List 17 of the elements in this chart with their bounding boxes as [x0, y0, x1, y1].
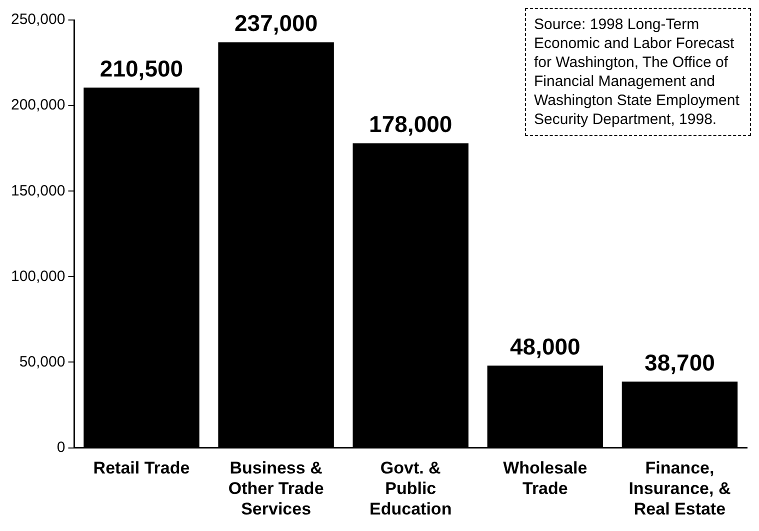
y-tick-label: 200,000 [10, 96, 66, 114]
y-tick-label: 0 [56, 438, 66, 456]
y-tick-label: 100,000 [10, 268, 66, 285]
x-tick-label: Finance, Insurance, & Real Estate [628, 458, 731, 518]
y-tick-label: 50,000 [19, 353, 66, 370]
annotation: Source: 1998 Long-Term Economic and Labor Forecast for Washington, The Office of Financial Management and Washington State Employment Security Department, 1998. [525, 8, 751, 136]
x-tick-label: Retail Trade [93, 458, 190, 478]
data-label: 38,700 [644, 349, 715, 376]
data-label: 48,000 [510, 334, 580, 360]
x-tick-label: Business & Other Trade Services [228, 458, 324, 518]
y-tick-label: 150,000 [10, 182, 66, 200]
data-label: 210,500 [100, 55, 184, 82]
data-label: 237,000 [234, 10, 318, 36]
x-tick-label: Govt. & Public Education [370, 458, 452, 518]
data-label: 178,000 [369, 111, 452, 138]
y-tick-label: 250,000 [10, 11, 66, 28]
x-tick-label: Wholesale Trade [503, 458, 588, 498]
